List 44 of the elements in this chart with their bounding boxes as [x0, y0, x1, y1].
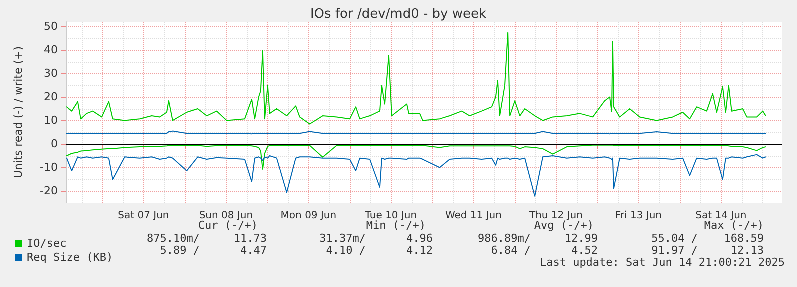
text: 168.59: [724, 232, 764, 245]
text: 875.10m/: [147, 232, 200, 245]
text: Max (-/+): [704, 219, 764, 232]
y-axis-title: Units read (-) / write (+): [12, 46, 25, 179]
line-series: [66, 154, 766, 197]
text: 12.13: [730, 244, 764, 257]
text: 986.89m/: [478, 232, 531, 245]
y-tick-label: 30: [44, 67, 58, 80]
legend-label: IO/sec: [27, 237, 67, 250]
x-tick-label: Thu 12 Jun: [528, 210, 583, 222]
text: 31.37m/: [320, 232, 366, 245]
y-tick-label: 0: [51, 138, 58, 151]
text: 55.04 /: [652, 232, 698, 245]
line-series: [66, 32, 766, 125]
text: 11.73: [234, 232, 267, 245]
y-tick-label: 20: [44, 90, 58, 104]
text: 91.97 /: [652, 244, 698, 257]
text: 5.89 /: [160, 244, 200, 257]
chart-title: IOs for /dev/md0 - by week: [310, 7, 487, 22]
x-tick-label: Fri 13 Jun: [615, 210, 662, 222]
y-tick-label: 50: [44, 20, 58, 34]
text: Last update: Sat Jun 14 21:00:21 2025: [540, 256, 785, 269]
legend-label: Req Size (KB): [27, 251, 114, 264]
x-tick-label: Wed 11 Jun: [445, 210, 502, 222]
text: Min (-/+): [366, 219, 426, 232]
y-tick-label: -20: [40, 184, 58, 198]
text: 4.10 /: [326, 244, 366, 257]
line-series: [66, 144, 766, 170]
text: 4.52: [572, 244, 598, 257]
y-tick-label: -10: [40, 161, 58, 174]
text: 4.96: [406, 232, 433, 245]
text: 4.12: [406, 244, 433, 257]
x-tick-label: Sat 07 Jun: [118, 210, 170, 222]
x-tick-label: Sat 14 Jun: [696, 210, 747, 222]
x-tick-label: Sun 08 Jun: [199, 210, 254, 222]
text: Avg (-/+): [534, 219, 594, 232]
text: 6.84 /: [491, 244, 531, 257]
text: 4.47: [240, 244, 267, 257]
y-tick-label: 40: [44, 44, 58, 57]
x-tick-label: Mon 09 Jun: [280, 210, 337, 222]
x-tick-label: Tue 10 Jun: [364, 210, 418, 222]
text: Cur (-/+): [198, 219, 258, 232]
text: 12.99: [564, 232, 598, 245]
y-tick-label: 10: [44, 114, 58, 128]
